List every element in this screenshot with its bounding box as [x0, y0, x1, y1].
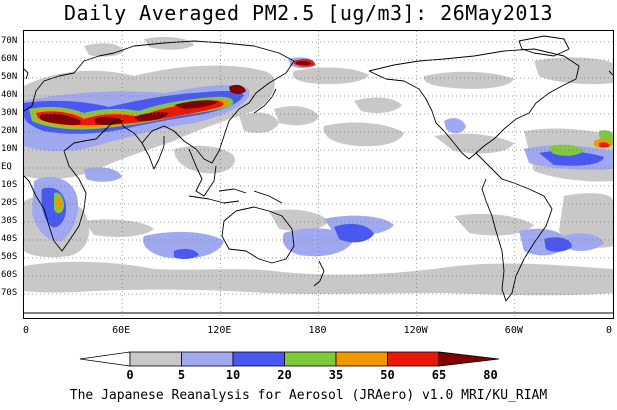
lon-label: 180: [308, 325, 327, 336]
lat-label: 60N: [1, 54, 18, 64]
lat-label: 70N: [1, 36, 18, 46]
lon-label: 60W: [504, 325, 523, 336]
colorbar-tick-label: 50: [380, 368, 395, 382]
lat-label: 10N: [1, 144, 18, 154]
colorbar-segment: [232, 351, 285, 367]
footer-caption: The Japanese Reanalysis for Aerosol (JRA…: [69, 388, 548, 403]
colorbar-segment: [284, 351, 337, 367]
lat-label: 40N: [1, 90, 18, 100]
colorbar-tick-label: 5: [177, 368, 186, 382]
lat-label: 70S: [1, 288, 18, 298]
lat-label: 20N: [1, 126, 18, 136]
coastlines: [24, 35, 613, 314]
pm25-map: [23, 30, 614, 319]
colorbar-max-arrow: [438, 351, 500, 367]
colorbar-tick-label: 65: [431, 368, 447, 382]
pm25-field-layer: [24, 37, 613, 296]
lon-label: 60E: [112, 325, 131, 336]
colorbar-tick-label: 80: [483, 368, 498, 382]
lon-label: 120E: [207, 325, 232, 336]
lon-label: 0: [22, 325, 30, 336]
colorbar-tick-label: 10: [225, 368, 241, 382]
lon-label: 120W: [403, 325, 428, 336]
colorbar-segment: [387, 351, 440, 367]
lat-label: 20S: [1, 198, 18, 208]
map-title: Daily Averaged PM2.5 [ug/m3]: 26May2013: [63, 1, 554, 25]
lat-label: 30S: [1, 216, 18, 226]
lon-label: 0: [605, 325, 613, 336]
colorbar-tick-label: 20: [277, 368, 292, 382]
pm25-level-80-plus: [40, 60, 311, 126]
colorbar-min-arrow: [79, 351, 131, 367]
lat-label: EQ: [1, 162, 12, 172]
lat-label: 30N: [1, 108, 18, 118]
colorbar-tick-label: 35: [328, 368, 344, 382]
colorbar-segment: [335, 351, 388, 367]
lat-label: 10S: [1, 180, 18, 190]
colorbar-segment: [181, 351, 234, 367]
lat-label: 40S: [1, 234, 18, 244]
lat-label: 50N: [1, 72, 18, 82]
lat-label: 60S: [1, 270, 18, 280]
lat-label: 50S: [1, 252, 18, 262]
colorbar-segment: [129, 351, 182, 367]
colorbar-tick-label: 0: [126, 368, 134, 382]
